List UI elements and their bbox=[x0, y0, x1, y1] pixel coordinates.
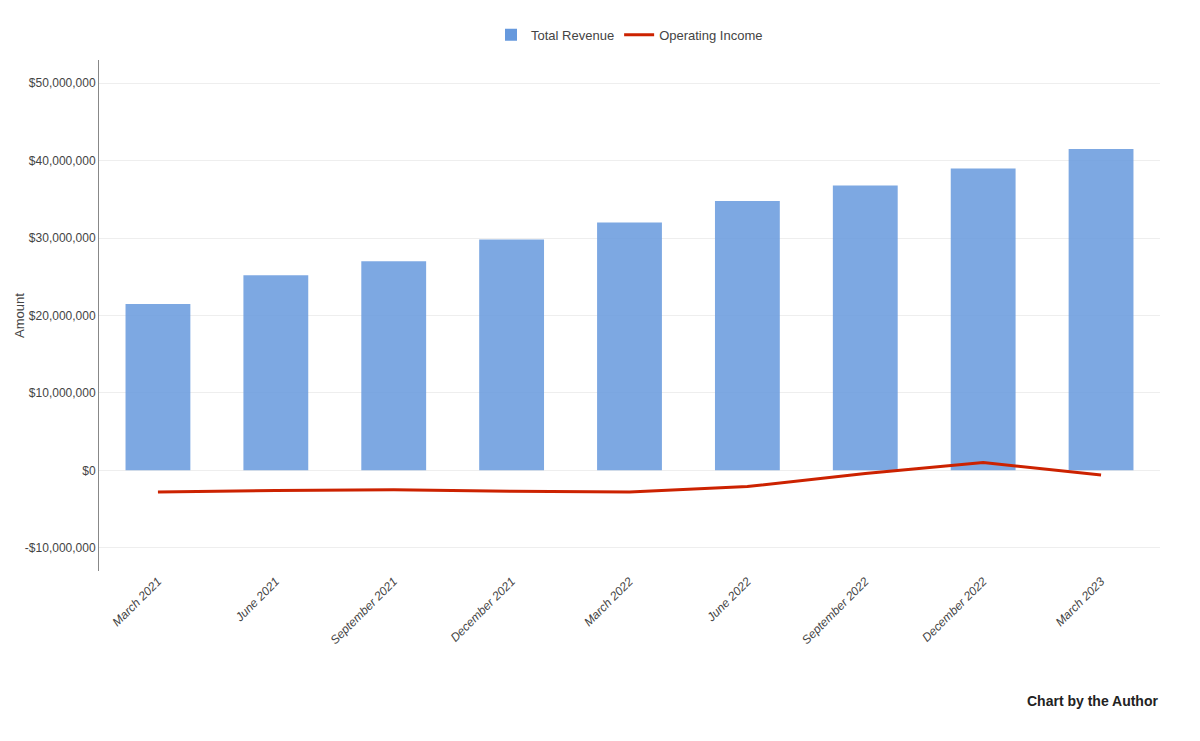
svg-text:$50,000,000: $50,000,000 bbox=[29, 76, 96, 90]
svg-text:March 2022: March 2022 bbox=[581, 574, 636, 629]
svg-text:June 2022: June 2022 bbox=[704, 574, 754, 624]
svg-text:September 2022: September 2022 bbox=[799, 574, 872, 647]
svg-text:Total Revenue: Total Revenue bbox=[531, 28, 614, 43]
svg-text:$40,000,000: $40,000,000 bbox=[29, 154, 96, 168]
svg-text:Operating Income: Operating Income bbox=[659, 28, 762, 43]
svg-text:June 2021: June 2021 bbox=[232, 574, 282, 624]
svg-text:Amount: Amount bbox=[12, 293, 27, 338]
svg-text:Chart by the Author: Chart by the Author bbox=[1027, 693, 1158, 709]
svg-text:$20,000,000: $20,000,000 bbox=[29, 309, 96, 323]
svg-text:December 2021: December 2021 bbox=[448, 574, 518, 644]
svg-text:$0: $0 bbox=[82, 464, 96, 478]
svg-text:March 2021: March 2021 bbox=[110, 574, 165, 629]
svg-text:$10,000,000: $10,000,000 bbox=[29, 386, 96, 400]
svg-text:$30,000,000: $30,000,000 bbox=[29, 231, 96, 245]
svg-text:-$10,000,000: -$10,000,000 bbox=[25, 541, 96, 555]
svg-text:March 2023: March 2023 bbox=[1053, 574, 1108, 629]
svg-text:December 2022: December 2022 bbox=[919, 574, 990, 645]
svg-text:September 2021: September 2021 bbox=[327, 574, 400, 647]
